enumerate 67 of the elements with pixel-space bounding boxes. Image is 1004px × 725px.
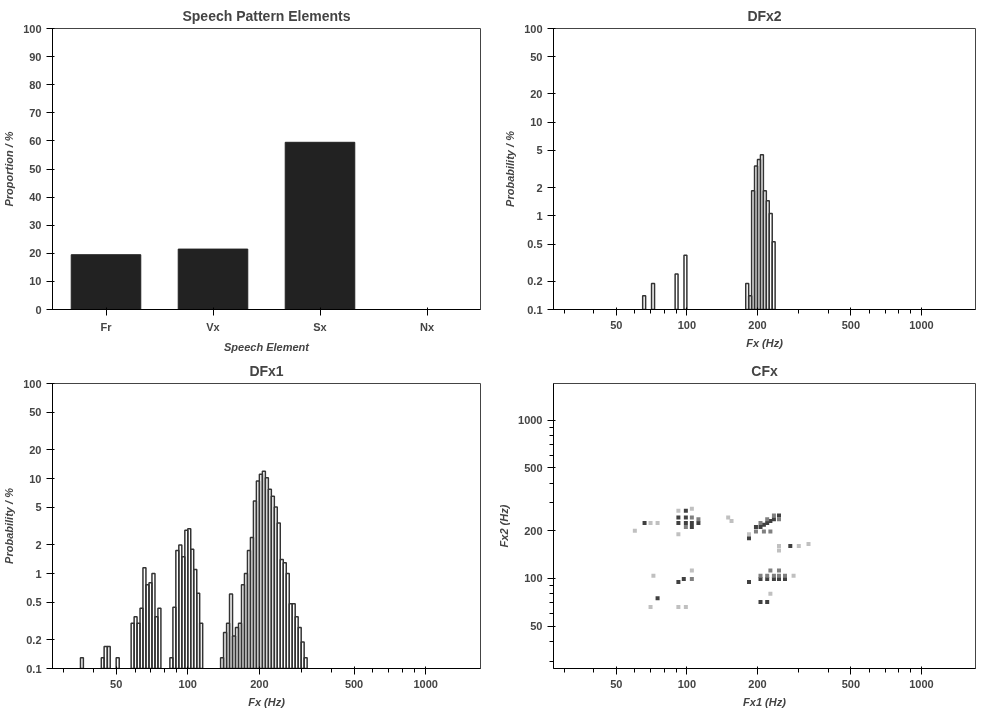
x-tick-label: 200	[748, 318, 767, 331]
y-tick-label: 50	[29, 406, 42, 419]
x-tick-label: Sx	[313, 320, 328, 333]
y-tick-label: 10	[29, 275, 42, 288]
y-tick-label: 1	[35, 567, 42, 580]
y-tick-label: 50	[530, 50, 543, 63]
y-tick-label: 2	[35, 538, 42, 551]
y-tick-label: 0.2	[26, 633, 42, 646]
y-tick-label: 5	[536, 144, 543, 157]
x-tick-label: 100	[178, 677, 197, 690]
chart-title: Speech Pattern Elements	[182, 7, 351, 24]
y-tick-label: 80	[29, 78, 42, 91]
chart-title: DFx2	[747, 7, 782, 24]
x-tick-label: 500	[841, 677, 861, 690]
y-tick-label: 60	[29, 134, 42, 147]
x-axis-title: Speech Element	[224, 340, 311, 353]
y-tick-label: 100	[23, 22, 42, 35]
y-tick-label: 10	[530, 116, 543, 129]
y-tick-label: 5	[35, 501, 42, 514]
x-tick-label: 1000	[909, 318, 934, 331]
chart-title: DFx1	[249, 362, 284, 379]
y-tick-label: 100	[23, 377, 42, 390]
y-axis-title: Fx2 (Hz)	[498, 504, 511, 548]
x-tick-label: 500	[841, 318, 861, 331]
chart-title: CFx	[751, 362, 778, 379]
x-tick-label: 50	[610, 677, 623, 690]
y-tick-label: 20	[29, 247, 42, 260]
y-tick-label: 1	[536, 209, 543, 222]
y-axis-title: Probability / %	[504, 130, 517, 207]
y-axis-title: Proportion / %	[3, 131, 16, 207]
y-tick-label: 1000	[518, 414, 543, 427]
y-tick-label: 0.1	[527, 303, 543, 316]
y-tick-label: 50	[530, 620, 543, 633]
y-tick-label: 0.5	[527, 238, 543, 251]
y-tick-label: 10	[29, 472, 42, 485]
x-tick-label: 1000	[413, 677, 438, 690]
x-tick-label: 100	[677, 318, 697, 331]
y-tick-label: 500	[524, 461, 543, 474]
x-tick-label: 1000	[909, 677, 934, 690]
y-tick-label: 20	[29, 443, 42, 456]
y-tick-label: 200	[524, 524, 543, 537]
y-tick-label: 0.5	[26, 596, 42, 609]
y-tick-label: 2	[536, 181, 543, 194]
y-tick-label: 90	[29, 50, 42, 63]
x-tick-label: Vx	[206, 320, 221, 333]
y-tick-label: 100	[524, 22, 543, 35]
y-axis-title: Probability / %	[3, 487, 16, 564]
x-tick-label: 200	[748, 677, 767, 690]
x-tick-label: Fr	[100, 320, 113, 333]
x-tick-label: Nx	[419, 320, 435, 333]
x-tick-label: 50	[610, 318, 623, 331]
y-tick-label: 30	[29, 219, 42, 232]
x-tick-label: 50	[110, 677, 123, 690]
x-axis-title: Fx (Hz)	[248, 695, 286, 708]
y-tick-label: 0.1	[26, 662, 42, 675]
x-axis-title: Fx1 (Hz)	[743, 695, 787, 708]
x-tick-label: 500	[344, 677, 364, 690]
y-tick-label: 100	[524, 572, 543, 585]
y-tick-label: 0.2	[527, 275, 543, 288]
x-tick-label: 200	[250, 677, 269, 690]
y-tick-label: 20	[530, 87, 543, 100]
x-tick-label: 100	[677, 677, 697, 690]
y-tick-label: 70	[29, 106, 42, 119]
y-tick-label: 0	[35, 303, 42, 316]
y-tick-label: 50	[29, 163, 42, 175]
x-axis-title: Fx (Hz)	[746, 336, 784, 349]
y-tick-label: 40	[29, 191, 42, 204]
